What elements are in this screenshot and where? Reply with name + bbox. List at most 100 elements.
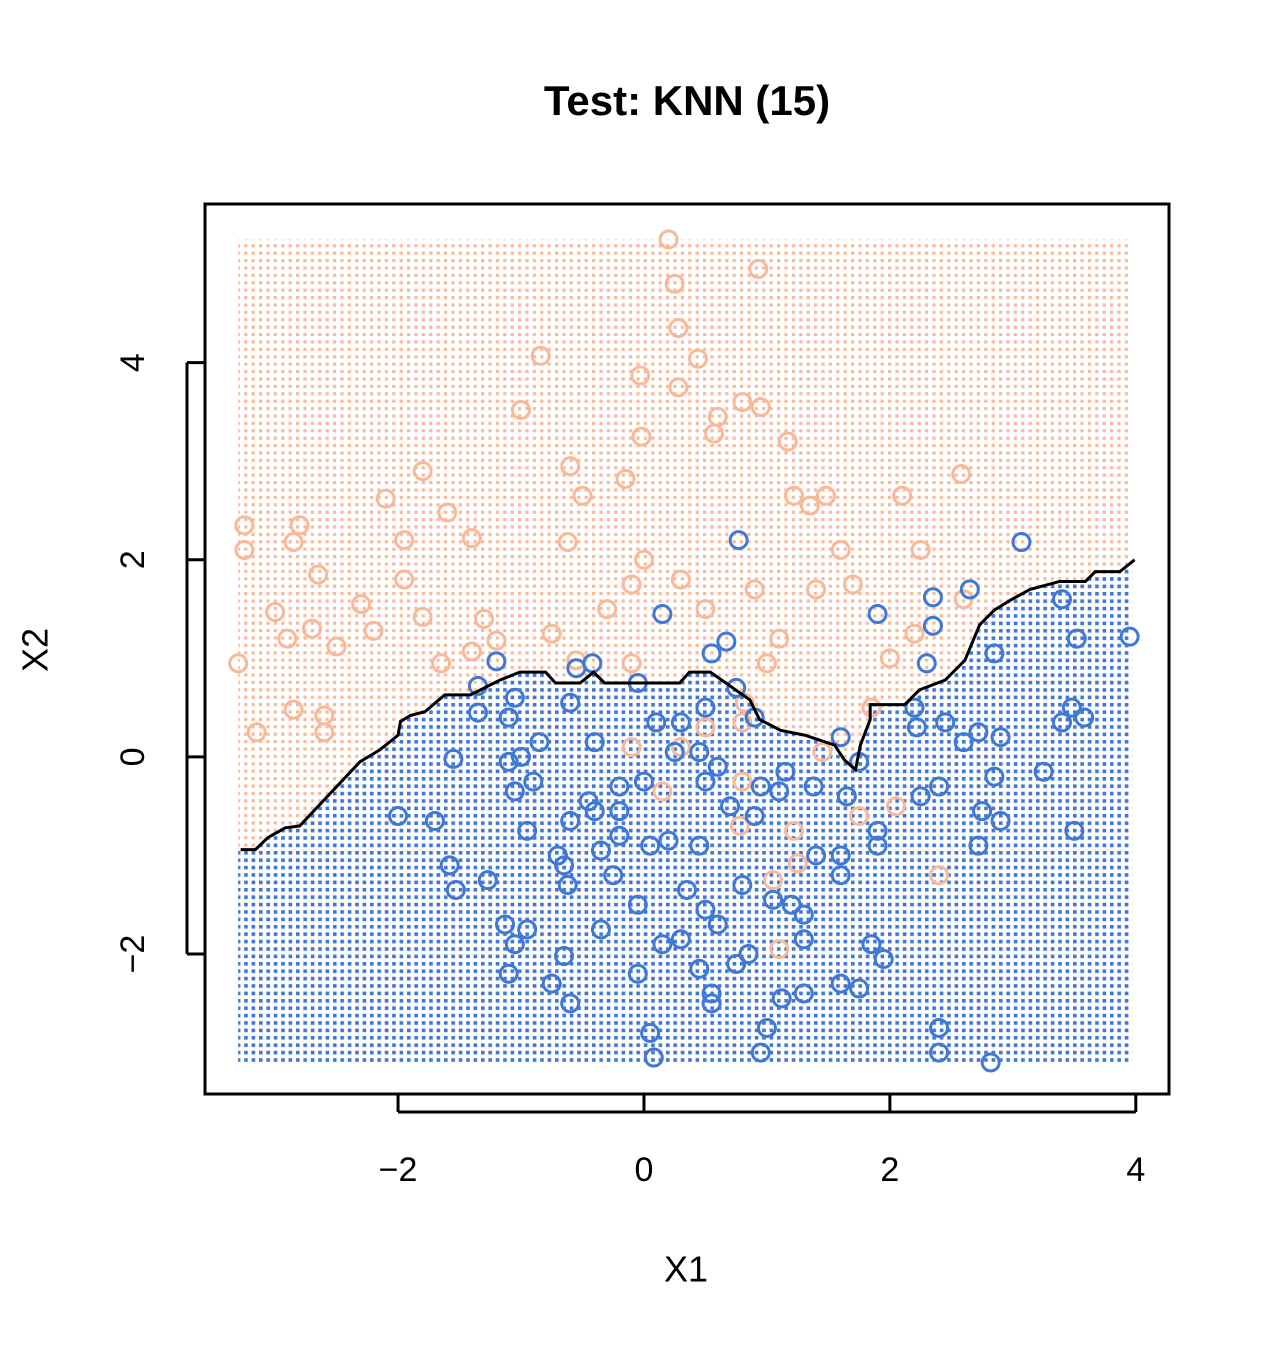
point [803, 776, 824, 797]
point [1033, 761, 1054, 782]
point [904, 697, 925, 718]
point [695, 899, 716, 920]
point [652, 781, 673, 802]
point [929, 776, 950, 797]
point [726, 953, 747, 974]
point [265, 602, 286, 623]
point [849, 978, 870, 999]
point [560, 810, 581, 831]
point [541, 623, 562, 644]
point [904, 623, 925, 644]
point [873, 948, 894, 969]
point [783, 820, 804, 841]
point [769, 628, 790, 649]
point [984, 766, 1005, 787]
point [437, 502, 458, 523]
point [769, 939, 790, 960]
point [1052, 712, 1073, 733]
point [234, 515, 255, 536]
point [744, 579, 765, 600]
axes: −2 0 2 4 −2 0 2 4 [114, 353, 1145, 1189]
point [695, 717, 716, 738]
point [627, 894, 648, 915]
y-tick-label: 0 [114, 747, 152, 766]
point [688, 348, 709, 369]
x-tick-label: −2 [379, 1151, 418, 1189]
point [763, 870, 784, 891]
point [557, 875, 578, 896]
y-tick-label: 4 [114, 353, 152, 372]
point [668, 377, 689, 398]
point [486, 630, 507, 651]
point [590, 919, 611, 940]
point [1119, 626, 1140, 647]
point [517, 919, 538, 940]
point [775, 761, 796, 782]
point [467, 702, 488, 723]
point [412, 606, 433, 627]
point [867, 835, 888, 856]
point [394, 569, 415, 590]
point [640, 835, 661, 856]
point [621, 653, 642, 674]
point [1061, 697, 1082, 718]
point [830, 845, 851, 866]
point [836, 786, 857, 807]
point [554, 855, 575, 876]
point [424, 810, 445, 831]
point [842, 574, 863, 595]
point [968, 722, 989, 743]
point [720, 796, 741, 817]
point [830, 865, 851, 886]
point [750, 1042, 771, 1063]
point [609, 801, 630, 822]
point [910, 539, 931, 560]
point [560, 456, 581, 477]
point [756, 1017, 777, 1038]
point [990, 810, 1011, 831]
point [443, 748, 464, 769]
point [707, 914, 728, 935]
point [554, 946, 575, 967]
point [732, 875, 753, 896]
point [701, 643, 722, 664]
point [529, 732, 550, 753]
point [646, 712, 667, 733]
point [756, 653, 777, 674]
point [1066, 628, 1087, 649]
point [495, 914, 516, 935]
point [246, 722, 267, 743]
point [668, 318, 689, 339]
point [363, 620, 384, 641]
point [707, 756, 728, 777]
point [664, 273, 685, 294]
point [689, 835, 710, 856]
point [308, 564, 329, 585]
point [959, 579, 980, 600]
point [523, 771, 544, 792]
point [375, 488, 396, 509]
point [530, 345, 551, 366]
point [769, 781, 790, 802]
point [351, 594, 372, 615]
point [980, 1052, 1001, 1073]
point [631, 426, 652, 447]
point [621, 737, 642, 758]
point [867, 820, 888, 841]
point [560, 993, 581, 1014]
point [892, 485, 913, 506]
point [431, 653, 452, 674]
point [578, 791, 599, 812]
point [603, 865, 624, 886]
point [627, 963, 648, 984]
point [984, 643, 1005, 664]
point [929, 865, 950, 886]
point [929, 1017, 950, 1038]
point [886, 796, 907, 817]
plot-frame [203, 202, 1171, 1096]
point [517, 820, 538, 841]
point [461, 641, 482, 662]
point [633, 549, 654, 570]
region-lower [238, 559, 1135, 1065]
